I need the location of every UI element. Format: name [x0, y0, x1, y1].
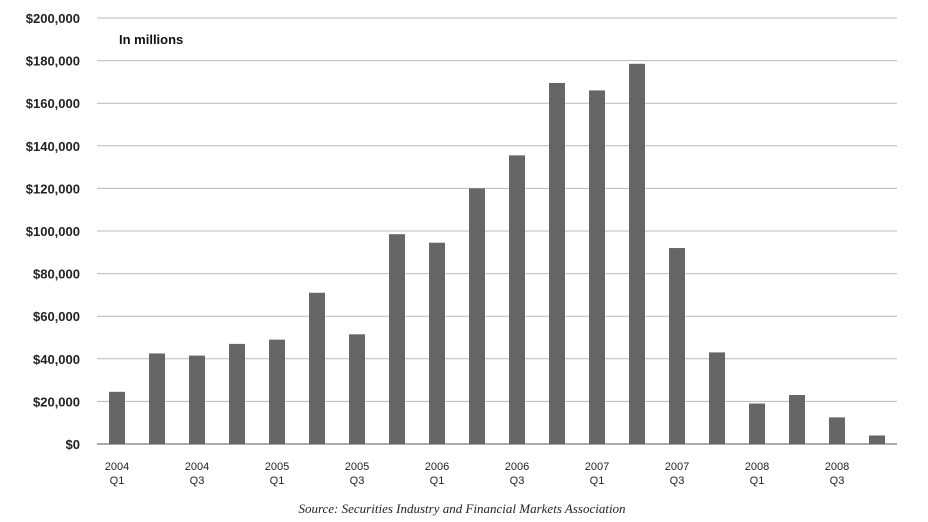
y-tick-label: $180,000: [26, 54, 80, 69]
bar: [549, 82, 565, 444]
y-tick-label: $60,000: [33, 309, 80, 324]
bar: [349, 334, 365, 444]
x-tick-year: 2007: [585, 461, 609, 473]
x-tick-year: 2006: [425, 461, 449, 473]
bar: [789, 395, 805, 444]
bar: [429, 242, 445, 444]
x-tick-label: 2008 Q3: [825, 461, 849, 487]
bars: [109, 63, 885, 445]
x-tick-quarter: Q1: [270, 475, 285, 487]
bar: [229, 343, 245, 444]
x-tick-quarter: Q3: [830, 475, 845, 487]
x-tick-quarter: Q1: [590, 475, 605, 487]
y-axis-tick-labels: $0 $20,000 $40,000 $60,000 $80,000 $100,000 $1…: [26, 11, 80, 452]
y-tick-label: $200,000: [26, 11, 80, 26]
bar: [269, 339, 285, 444]
x-tick-quarter: Q1: [430, 475, 445, 487]
x-tick-year: 2004: [185, 461, 209, 473]
x-tick-year: 2005: [345, 461, 369, 473]
y-tick-label: $80,000: [33, 267, 80, 282]
x-tick-label: 2008 Q1: [745, 461, 769, 487]
x-axis-tick-labels: 2004Q12004Q32005Q12005Q32006Q12006Q32007…: [105, 461, 849, 487]
x-tick-label: 2007 Q1: [585, 461, 609, 487]
x-tick-quarter: Q3: [190, 475, 205, 487]
y-tick-label: $40,000: [33, 352, 80, 367]
x-tick-year: 2008: [825, 461, 849, 473]
x-tick-quarter: Q3: [670, 475, 685, 487]
bar: [109, 391, 125, 444]
gridlines: [97, 17, 897, 445]
x-tick-year: 2007: [665, 461, 689, 473]
bar: [589, 90, 605, 445]
x-tick-label: 2006 Q3: [505, 461, 529, 487]
bar: [149, 353, 165, 444]
bar: [309, 292, 325, 444]
bar: [869, 435, 885, 444]
x-tick-label: 2006 Q1: [425, 461, 449, 487]
y-tick-label: $0: [66, 437, 80, 452]
bar: [709, 352, 725, 444]
bar: [669, 248, 685, 444]
x-tick-label: 2004 Q1: [105, 461, 129, 487]
x-tick-quarter: Q1: [110, 475, 125, 487]
source-caption: Source: Securities Industry and Financia…: [298, 501, 625, 516]
x-tick-label: 2005 Q1: [265, 461, 289, 487]
y-tick-label: $20,000: [33, 394, 80, 409]
x-tick-year: 2005: [265, 461, 289, 473]
x-tick-label: 2005 Q3: [345, 461, 369, 487]
y-tick-label: $140,000: [26, 139, 80, 154]
x-tick-quarter: Q3: [510, 475, 525, 487]
x-tick-quarter: Q3: [350, 475, 365, 487]
bar: [469, 188, 485, 444]
x-tick-year: 2006: [505, 461, 529, 473]
y-tick-label: $120,000: [26, 181, 80, 196]
y-tick-label: $100,000: [26, 224, 80, 239]
bar: [389, 234, 405, 444]
x-tick-year: 2004: [105, 461, 129, 473]
x-tick-quarter: Q1: [750, 475, 765, 487]
bar: [189, 355, 205, 444]
units-note: In millions: [119, 32, 183, 47]
bar: [749, 403, 765, 444]
x-tick-label: 2004 Q3: [185, 461, 209, 487]
bar: [829, 417, 845, 444]
bar: [509, 155, 525, 444]
y-tick-label: $160,000: [26, 96, 80, 111]
x-tick-year: 2008: [745, 461, 769, 473]
x-tick-label: 2007 Q3: [665, 461, 689, 487]
bar: [629, 63, 645, 445]
